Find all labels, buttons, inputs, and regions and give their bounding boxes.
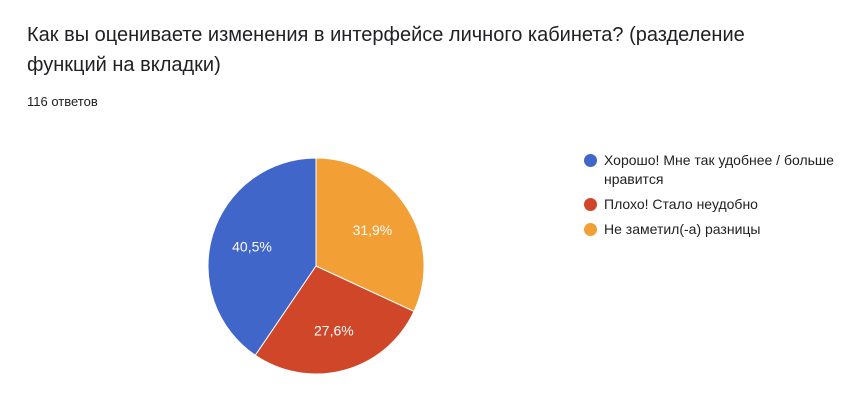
pie-chart: 40,5% 27,6% 31,9% xyxy=(200,150,432,382)
legend-item-1[interactable]: Хорошо! Мне так удобнее / больше нравитс… xyxy=(584,151,854,189)
legend-label-3: Не заметил(-а) разницы xyxy=(604,221,761,237)
pie-slice-1 xyxy=(207,157,317,357)
legend-item-3[interactable]: Не заметил(-а) разницы xyxy=(584,220,854,239)
legend-label-1: Хорошо! Мне так удобнее / больше нравитс… xyxy=(604,152,834,187)
legend-swatch-1 xyxy=(584,154,597,167)
pie-slice-label-1: 40,5% xyxy=(232,238,272,254)
legend-swatch-2 xyxy=(584,198,597,211)
pie-slice-label-2: 27,6% xyxy=(314,323,354,339)
pie-slice-3 xyxy=(315,157,425,313)
legend-swatch-3 xyxy=(584,223,597,236)
legend-item-2[interactable]: Плохо! Стало неудобно xyxy=(584,195,854,214)
pie-slice-2 xyxy=(254,265,415,375)
chart-legend: Хорошо! Мне так удобнее / больше нравитс… xyxy=(584,151,854,245)
question-title: Как вы оцениваете изменения в интерфейсе… xyxy=(27,24,745,76)
pie-chart-svg: 40,5% 27,6% 31,9% xyxy=(207,157,425,375)
pie-slice-label-3: 31,9% xyxy=(353,222,393,238)
response-count: 116 ответов xyxy=(27,94,98,109)
legend-label-2: Плохо! Стало неудобно xyxy=(604,196,758,212)
